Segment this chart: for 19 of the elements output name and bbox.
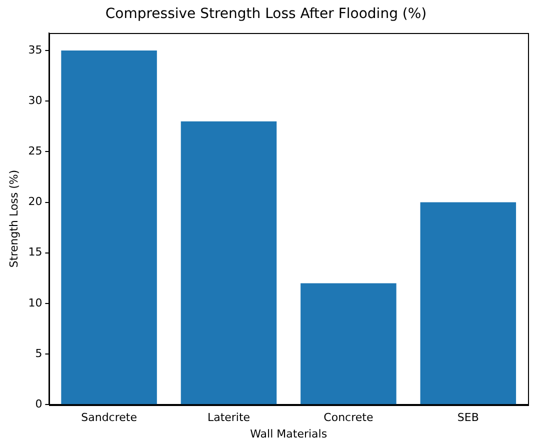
chart-title: Compressive Strength Loss After Flooding (%) <box>105 6 427 22</box>
y-tick-label: 5 <box>35 346 42 360</box>
y-tick-label: 20 <box>28 195 42 208</box>
y-tick-label: 30 <box>28 94 42 107</box>
y-tick-label: 0 <box>35 397 42 410</box>
x-tick-label: Sandcrete <box>81 411 138 424</box>
y-tick-label: 25 <box>28 144 42 158</box>
bar <box>420 202 516 404</box>
y-tick-label: 15 <box>28 246 42 259</box>
bar <box>180 121 277 404</box>
y-tick-label: 35 <box>28 43 42 56</box>
x-tick-label: SEB <box>457 411 479 424</box>
y-axis-title: Strength Loss (%) <box>7 170 20 268</box>
y-tick-label: 10 <box>28 296 42 310</box>
bar <box>61 50 157 404</box>
x-tick-label: Laterite <box>207 411 250 424</box>
x-tick-label: Concrete <box>324 411 374 424</box>
bar <box>300 283 396 404</box>
x-axis-title: Wall Materials <box>250 427 328 440</box>
